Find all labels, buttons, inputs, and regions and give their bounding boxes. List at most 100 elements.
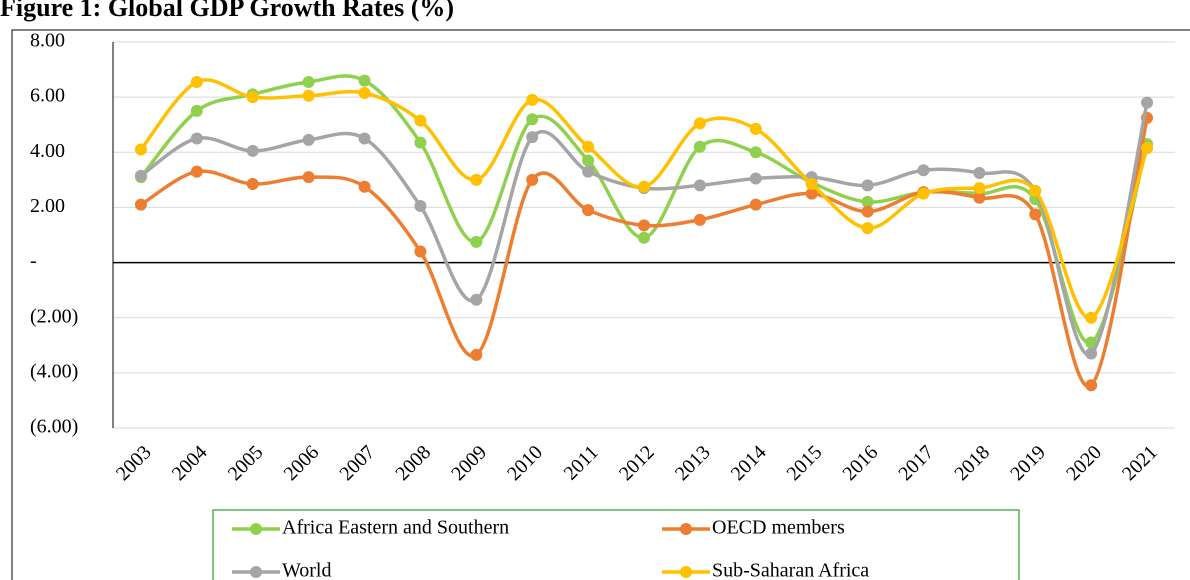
data-point — [861, 222, 874, 235]
data-point — [470, 348, 483, 361]
legend-marker — [680, 566, 692, 578]
data-point — [582, 204, 595, 217]
x-tick-label: 2021 — [1118, 441, 1162, 485]
legend-box — [212, 509, 1020, 580]
series-line — [140, 117, 1149, 389]
data-point — [1085, 336, 1098, 349]
data-point — [134, 198, 147, 211]
x-tick-label: 2013 — [671, 441, 715, 485]
data-point — [246, 177, 259, 190]
data-point — [190, 165, 203, 178]
data-point — [246, 91, 259, 104]
data-point — [246, 144, 259, 157]
x-tick-label: 2003 — [112, 441, 156, 485]
data-point — [861, 195, 874, 208]
data-point — [526, 113, 539, 126]
data-point — [302, 171, 315, 184]
data-point — [973, 166, 986, 179]
chart-title: Figure 1: Global GDP Growth Rates (%) — [0, 0, 454, 22]
data-point — [973, 182, 986, 195]
x-tick-label: 2010 — [503, 441, 547, 485]
legend-marker — [250, 523, 262, 535]
chart-frame — [11, 29, 1190, 580]
data-point — [526, 93, 539, 106]
data-point — [526, 131, 539, 144]
data-point — [470, 293, 483, 306]
legend-label: OECD members — [712, 517, 845, 539]
series-line — [139, 78, 1149, 320]
y-tick-label: 6.00 — [30, 85, 65, 107]
data-point — [1141, 142, 1154, 155]
data-point — [638, 231, 650, 244]
data-point — [414, 245, 427, 258]
data-point — [805, 177, 818, 190]
y-tick-label: 2.00 — [30, 195, 65, 217]
data-point — [693, 179, 706, 192]
data-point — [302, 89, 315, 102]
data-point — [190, 75, 203, 88]
data-point — [749, 146, 762, 159]
data-point — [526, 173, 539, 186]
data-point — [134, 169, 147, 182]
x-tick-label: 2009 — [447, 441, 491, 485]
x-tick-label: 2018 — [950, 441, 994, 485]
y-tick-label: - — [30, 250, 37, 272]
y-tick-label: 4.00 — [30, 140, 65, 162]
x-tick-label: 2017 — [894, 441, 938, 485]
x-tick-label: 2005 — [224, 441, 268, 485]
x-tick-label: 2020 — [1062, 441, 1106, 485]
y-tick-label: (2.00) — [30, 305, 78, 327]
x-tick-label: 2016 — [839, 441, 883, 485]
x-tick-label: 2007 — [335, 441, 379, 485]
data-point — [1085, 379, 1098, 392]
series-line — [139, 74, 1149, 345]
data-point — [1029, 208, 1042, 221]
data-point — [582, 140, 595, 153]
data-point — [414, 114, 427, 127]
data-point — [861, 205, 874, 218]
data-point — [917, 187, 930, 200]
data-point — [805, 187, 818, 200]
data-point — [693, 117, 706, 130]
data-point — [749, 122, 762, 135]
data-point — [638, 180, 650, 193]
data-point — [582, 165, 595, 178]
x-tick-label: 2011 — [560, 441, 603, 484]
x-tick-label: 2004 — [168, 441, 212, 485]
x-tick-label: 2014 — [727, 441, 771, 485]
legend-label: Sub-Saharan Africa — [712, 560, 869, 580]
legend-label: Africa Eastern and Southern — [282, 517, 509, 539]
data-point — [470, 235, 483, 248]
data-point — [1029, 184, 1042, 197]
data-point — [190, 104, 203, 117]
data-point — [358, 74, 371, 87]
data-point — [749, 198, 762, 211]
x-tick-label: 2015 — [783, 441, 827, 485]
data-point — [358, 87, 371, 100]
data-point — [134, 143, 147, 156]
data-point — [358, 180, 371, 193]
data-point — [190, 132, 203, 145]
data-point — [414, 136, 427, 149]
data-point — [302, 133, 315, 146]
data-point — [749, 172, 762, 185]
data-point — [582, 154, 595, 167]
legend-label: World — [282, 560, 332, 580]
data-point — [693, 140, 706, 153]
y-tick-label: (4.00) — [30, 360, 78, 382]
data-point — [1085, 347, 1098, 360]
x-tick-label: 2019 — [1006, 441, 1050, 485]
legend-marker — [250, 566, 262, 578]
data-point — [638, 219, 650, 232]
data-point — [1085, 311, 1098, 324]
data-point — [917, 164, 930, 177]
x-tick-label: 2008 — [391, 441, 435, 485]
y-tick-label: (6.00) — [30, 416, 78, 438]
x-tick-label: 2012 — [615, 441, 659, 485]
data-point — [470, 173, 483, 186]
data-point — [358, 132, 371, 145]
data-point — [414, 200, 427, 213]
data-point — [861, 179, 874, 192]
legend-marker — [680, 523, 692, 535]
